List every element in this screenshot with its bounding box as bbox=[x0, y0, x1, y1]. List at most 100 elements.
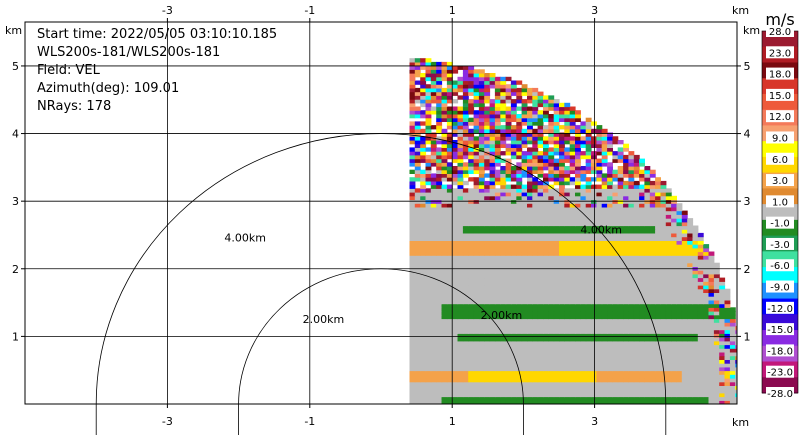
field-cell bbox=[591, 240, 597, 245]
field-cell bbox=[601, 355, 608, 360]
field-cell bbox=[559, 136, 565, 141]
field-cell bbox=[564, 299, 571, 305]
field-cell bbox=[457, 370, 464, 375]
field-cell bbox=[409, 154, 416, 160]
field-cell bbox=[409, 374, 416, 379]
field-cell bbox=[510, 177, 517, 182]
field-cell bbox=[623, 385, 629, 390]
field-cell bbox=[510, 325, 517, 331]
field-cell bbox=[462, 340, 469, 346]
field-cell bbox=[543, 154, 549, 160]
field-cell bbox=[516, 337, 523, 342]
field-cell bbox=[430, 277, 437, 282]
field-cell bbox=[559, 314, 565, 320]
field-cell bbox=[446, 221, 453, 227]
field-cell bbox=[409, 206, 416, 212]
field-cell bbox=[591, 285, 597, 290]
field-cell bbox=[612, 359, 619, 364]
field-cell bbox=[617, 285, 624, 290]
field-cell bbox=[633, 251, 640, 256]
field-cell bbox=[575, 392, 581, 398]
field-cell bbox=[623, 255, 629, 260]
field-cell bbox=[543, 162, 549, 167]
field-cell bbox=[569, 396, 576, 401]
field-cell bbox=[462, 288, 469, 293]
field-cell bbox=[484, 87, 491, 93]
field-cell bbox=[612, 229, 619, 234]
field-cell bbox=[559, 333, 565, 338]
field-cell bbox=[420, 344, 427, 349]
field-cell bbox=[665, 221, 672, 227]
colorbar-label-bg bbox=[766, 195, 794, 208]
field-cell bbox=[420, 232, 427, 238]
field-cell bbox=[494, 251, 501, 256]
field-cell bbox=[457, 177, 464, 182]
field-cell bbox=[500, 140, 507, 145]
field-cell bbox=[420, 292, 427, 297]
field-cell bbox=[420, 303, 427, 308]
field-cell bbox=[420, 229, 427, 234]
colorbar-label-bg bbox=[766, 259, 794, 272]
field-cell bbox=[414, 166, 421, 171]
y-tick-label: 2 bbox=[744, 263, 751, 276]
field-cell bbox=[537, 311, 544, 316]
field-cell bbox=[692, 262, 699, 267]
field-cell bbox=[441, 247, 448, 253]
field-cell bbox=[703, 389, 710, 394]
field-cell bbox=[409, 61, 416, 67]
field-cell bbox=[553, 348, 560, 353]
field-cell bbox=[585, 303, 592, 308]
field-cell bbox=[441, 251, 448, 256]
field-cell bbox=[681, 311, 688, 316]
field-cell bbox=[446, 251, 453, 256]
field-cell bbox=[516, 318, 523, 323]
field-cell bbox=[559, 281, 565, 286]
field-cell bbox=[628, 173, 635, 178]
field-cell bbox=[468, 87, 475, 93]
field-cell bbox=[719, 311, 726, 316]
field-cell bbox=[452, 218, 459, 223]
field-cell bbox=[484, 132, 491, 137]
field-cell bbox=[414, 87, 421, 93]
field-cell bbox=[585, 374, 592, 379]
field-cell bbox=[559, 325, 565, 331]
field-cell bbox=[430, 303, 437, 308]
field-cell bbox=[436, 192, 443, 197]
field-cell bbox=[655, 299, 661, 305]
y-tick-label: 2 bbox=[12, 263, 19, 276]
field-cell bbox=[607, 311, 613, 316]
field-cell bbox=[532, 110, 539, 115]
field-cell bbox=[575, 203, 581, 208]
x-tick-label: -3 bbox=[162, 415, 173, 428]
field-cell bbox=[521, 255, 528, 260]
field-cell bbox=[575, 225, 581, 230]
field-cell bbox=[585, 154, 592, 160]
field-cell bbox=[649, 374, 656, 379]
field-cell bbox=[430, 247, 437, 253]
field-cell bbox=[569, 169, 576, 174]
field-cell bbox=[644, 262, 651, 267]
field-cell bbox=[457, 147, 464, 152]
field-cell bbox=[724, 292, 731, 297]
field-cell bbox=[430, 95, 437, 100]
field-cell bbox=[564, 121, 571, 126]
field-cell bbox=[559, 110, 565, 115]
field-cell bbox=[601, 374, 608, 379]
field-cell bbox=[724, 288, 731, 293]
field-cell bbox=[553, 400, 560, 404]
field-cell bbox=[575, 162, 581, 167]
field-cell bbox=[420, 247, 427, 253]
field-cell bbox=[478, 244, 485, 249]
field-cell bbox=[505, 351, 512, 357]
field-cell bbox=[591, 218, 597, 223]
field-cell bbox=[478, 140, 485, 145]
colorbar-label-bg bbox=[766, 216, 794, 229]
field-cell bbox=[441, 154, 448, 160]
field-cell bbox=[575, 125, 581, 130]
field-cell bbox=[452, 392, 459, 398]
field-cell bbox=[441, 396, 448, 401]
field-cell bbox=[591, 259, 597, 264]
field-cell bbox=[505, 121, 512, 126]
field-cell bbox=[527, 177, 533, 182]
field-cell bbox=[452, 251, 459, 256]
